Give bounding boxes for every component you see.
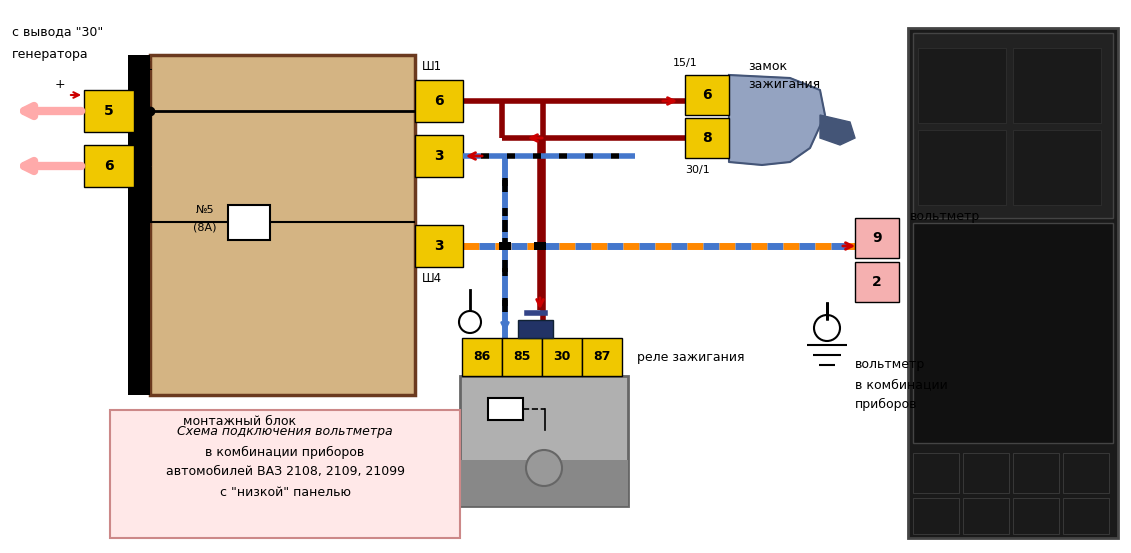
Bar bbox=[913, 33, 1113, 218]
Text: 6: 6 bbox=[702, 88, 711, 102]
Text: №5: №5 bbox=[196, 205, 214, 215]
Text: +: + bbox=[54, 79, 66, 91]
Bar bbox=[913, 223, 1113, 443]
Bar bbox=[855, 262, 899, 302]
Bar bbox=[685, 75, 729, 115]
Bar bbox=[908, 28, 1119, 538]
Text: автомобилей ВАЗ 2108, 2109, 21099: автомобилей ВАЗ 2108, 2109, 21099 bbox=[165, 466, 405, 478]
Bar bbox=[84, 145, 133, 187]
Text: 8: 8 bbox=[702, 131, 711, 145]
Text: с "низкой" панелью: с "низкой" панелью bbox=[219, 486, 351, 498]
Bar bbox=[685, 118, 729, 158]
Polygon shape bbox=[820, 115, 855, 145]
Bar bbox=[518, 320, 553, 338]
Bar bbox=[1013, 48, 1100, 123]
Text: Ш1: Ш1 bbox=[422, 60, 442, 73]
Bar bbox=[962, 498, 1009, 534]
Text: Ш1: Ш1 bbox=[133, 60, 154, 73]
Text: 2: 2 bbox=[872, 275, 882, 289]
Text: 15/1: 15/1 bbox=[673, 58, 698, 68]
Text: с вывода "30": с вывода "30" bbox=[12, 25, 103, 38]
Bar bbox=[918, 48, 1005, 123]
Bar bbox=[487, 398, 523, 420]
Text: 9: 9 bbox=[872, 231, 882, 245]
Bar bbox=[128, 55, 150, 395]
Bar bbox=[855, 218, 899, 258]
Bar bbox=[913, 453, 959, 493]
Bar bbox=[228, 205, 270, 240]
Text: 85: 85 bbox=[513, 351, 530, 363]
Text: приборов: приборов bbox=[855, 398, 917, 411]
Text: вольтметр: вольтметр bbox=[855, 358, 925, 371]
Text: в комбинации приборов: в комбинации приборов bbox=[206, 446, 364, 458]
Bar bbox=[461, 338, 502, 376]
Text: монтажный блок: монтажный блок bbox=[183, 415, 296, 428]
Bar bbox=[918, 130, 1005, 205]
Circle shape bbox=[526, 450, 562, 486]
Text: 6: 6 bbox=[104, 159, 114, 173]
Text: 6: 6 bbox=[434, 94, 443, 108]
Bar bbox=[1013, 130, 1100, 205]
Text: 30/1: 30/1 bbox=[685, 165, 710, 175]
Text: 3: 3 bbox=[434, 149, 443, 163]
Text: 86: 86 bbox=[474, 351, 491, 363]
Bar bbox=[542, 338, 582, 376]
Bar bbox=[150, 55, 415, 395]
Text: (8А): (8А) bbox=[193, 223, 217, 233]
Bar bbox=[1013, 498, 1059, 534]
Text: вольтметр: вольтметр bbox=[910, 210, 981, 223]
Bar bbox=[1063, 453, 1110, 493]
Text: генератора: генератора bbox=[12, 48, 88, 61]
Bar bbox=[460, 460, 628, 506]
Circle shape bbox=[459, 311, 481, 333]
Bar bbox=[415, 80, 463, 122]
Text: реле зажигания: реле зажигания bbox=[637, 351, 744, 363]
Bar bbox=[415, 135, 463, 177]
Text: 30: 30 bbox=[553, 351, 571, 363]
Text: замок: замок bbox=[748, 60, 787, 73]
Text: Схема подключения вольтметра: Схема подключения вольтметра bbox=[178, 425, 392, 439]
Bar bbox=[502, 338, 542, 376]
Bar bbox=[1013, 453, 1059, 493]
Text: в комбинации: в комбинации bbox=[855, 378, 948, 391]
Bar bbox=[460, 376, 628, 506]
Bar bbox=[84, 90, 133, 132]
Text: Ш4: Ш4 bbox=[422, 272, 442, 285]
Circle shape bbox=[814, 315, 840, 341]
Polygon shape bbox=[729, 75, 824, 165]
Bar bbox=[913, 498, 959, 534]
Text: зажигания: зажигания bbox=[748, 78, 820, 91]
Bar bbox=[582, 338, 622, 376]
Text: 5: 5 bbox=[104, 104, 114, 118]
Text: 3: 3 bbox=[434, 239, 443, 253]
Bar bbox=[499, 242, 511, 250]
Bar bbox=[415, 225, 463, 267]
Bar bbox=[534, 242, 546, 250]
Bar bbox=[110, 410, 460, 538]
Text: 87: 87 bbox=[594, 351, 611, 363]
Bar bbox=[1063, 498, 1110, 534]
Bar bbox=[962, 453, 1009, 493]
